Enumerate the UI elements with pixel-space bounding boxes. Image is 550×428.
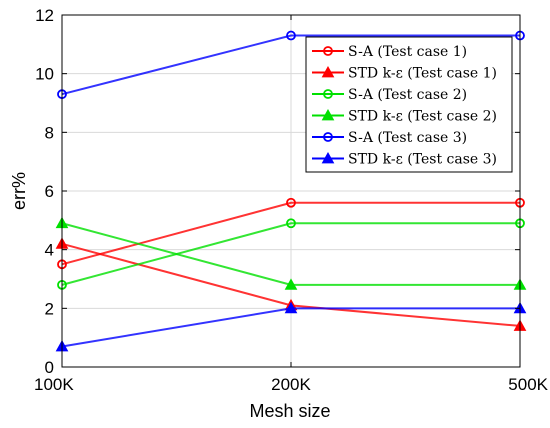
legend-label: S-A (Test case 2) bbox=[348, 87, 467, 103]
x-tick-label: 500K bbox=[508, 375, 548, 394]
legend-label: S-A (Test case 1) bbox=[348, 44, 467, 60]
legend-item: S-A (Test case 2) bbox=[312, 87, 467, 103]
legend-marker bbox=[323, 46, 333, 56]
legend-item: STD k-ε (Test case 3) bbox=[312, 152, 497, 168]
data-point bbox=[286, 30, 296, 41]
y-tick-label: 2 bbox=[45, 299, 54, 318]
y-tick-label: 12 bbox=[35, 6, 54, 25]
legend-marker bbox=[321, 65, 335, 78]
x-tick-label: 100K bbox=[34, 375, 74, 394]
x-axis-title: Mesh size bbox=[249, 401, 330, 421]
legend-marker bbox=[323, 132, 333, 142]
legend-item: STD k-ε (Test case 2) bbox=[312, 109, 497, 125]
legend-marker bbox=[323, 89, 333, 99]
legend-item: S-A (Test case 3) bbox=[312, 130, 467, 146]
y-tick-label: 0 bbox=[45, 358, 54, 377]
legend-label: S-A (Test case 3) bbox=[348, 130, 467, 146]
legend-item: S-A (Test case 1) bbox=[312, 44, 467, 60]
y-tick-label: 4 bbox=[45, 241, 54, 260]
data-point bbox=[284, 278, 298, 290]
data-point bbox=[286, 197, 296, 208]
legend-marker bbox=[321, 108, 335, 121]
legend-label: STD k-ε (Test case 2) bbox=[348, 109, 497, 125]
axis-ticks: 0 2 4 6 8 10 12 100K 200K 500K bbox=[34, 6, 549, 394]
legend-label: STD k-ε (Test case 1) bbox=[348, 66, 497, 82]
legend: S-A (Test case 1) STD k-ε (Test case 1) S-… bbox=[305, 36, 513, 173]
series-line bbox=[61, 34, 520, 96]
y-tick-label: 6 bbox=[45, 182, 54, 201]
data-point bbox=[286, 218, 296, 229]
legend-label: STD k-ε (Test case 3) bbox=[348, 152, 497, 168]
y-tick-label: 10 bbox=[35, 65, 54, 84]
series-layer bbox=[55, 30, 527, 352]
series-line bbox=[61, 222, 520, 286]
y-tick-label: 8 bbox=[45, 123, 54, 142]
legend-item: STD k-ε (Test case 1) bbox=[312, 66, 497, 82]
series-6 bbox=[55, 301, 527, 352]
legend-box bbox=[305, 36, 513, 173]
y-axis-title: err% bbox=[9, 172, 29, 210]
legend-marker bbox=[321, 151, 335, 164]
data-point bbox=[284, 301, 298, 314]
x-tick-label: 200K bbox=[271, 375, 311, 394]
